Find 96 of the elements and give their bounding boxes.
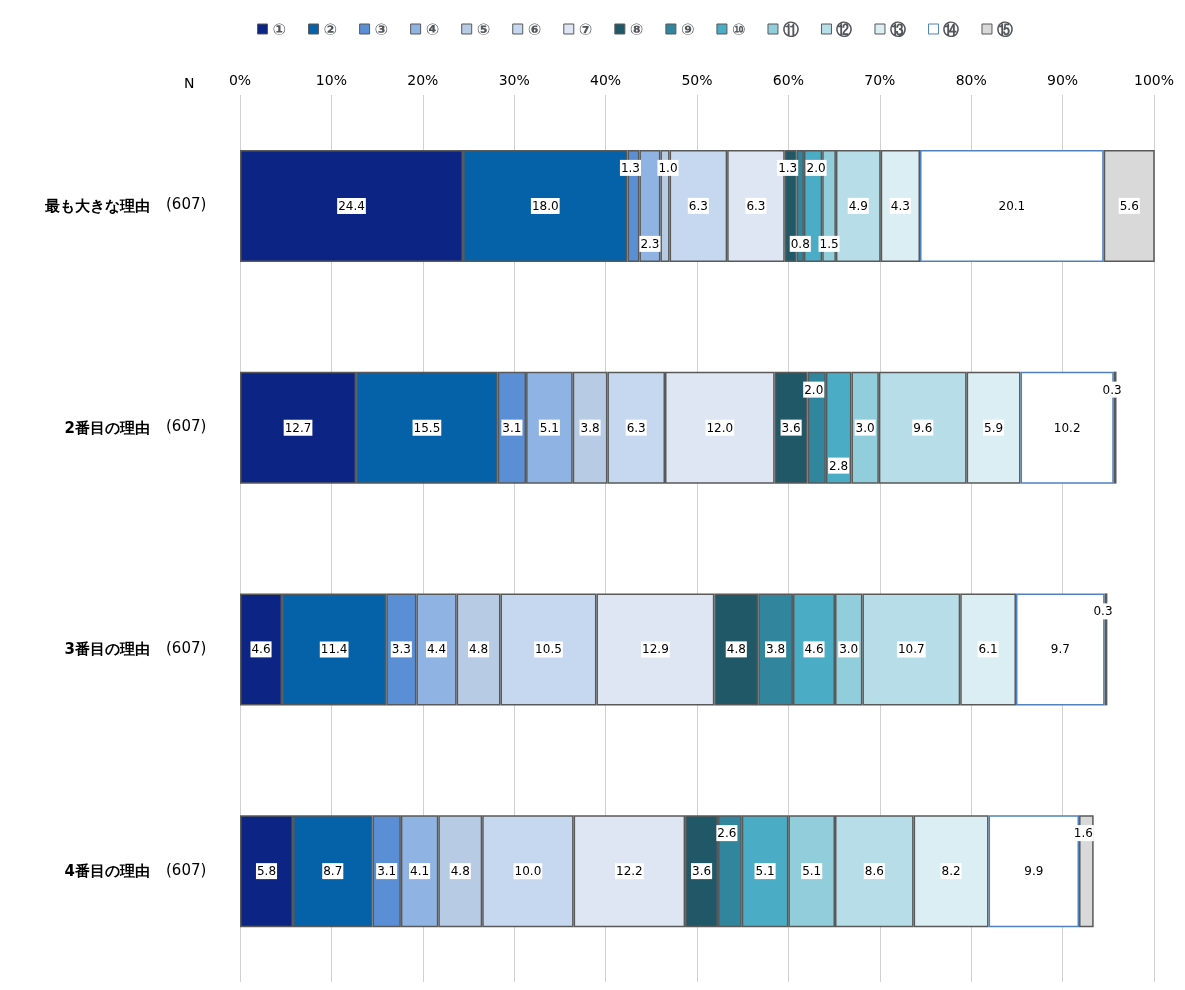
data-label: 4.8 bbox=[469, 642, 489, 657]
data-label: 6.1 bbox=[978, 642, 998, 657]
data-label: 8.2 bbox=[941, 864, 961, 879]
data-label: 3.8 bbox=[766, 642, 786, 657]
data-label: 1.0 bbox=[658, 160, 678, 175]
data-label: 4.6 bbox=[251, 642, 271, 657]
data-label: 3.3 bbox=[391, 642, 411, 657]
data-label: 5.8 bbox=[256, 864, 277, 879]
data-label: 5.1 bbox=[802, 864, 822, 879]
data-label: 9.6 bbox=[913, 420, 933, 435]
x-tick-label: 50% bbox=[681, 72, 713, 88]
legend-label: ① bbox=[272, 19, 287, 39]
data-label: 1.3 bbox=[620, 160, 641, 175]
legend-label: ⑧ bbox=[629, 19, 644, 39]
data-label: 1.3 bbox=[778, 160, 798, 175]
y-tick-label: 3番目の理由 bbox=[64, 640, 150, 659]
data-label: 4.1 bbox=[410, 864, 430, 879]
data-label: 9.9 bbox=[1024, 864, 1044, 879]
data-label: 4.6 bbox=[804, 642, 824, 657]
data-label: 12.7 bbox=[284, 420, 312, 435]
text: N bbox=[184, 75, 195, 91]
legend-label: ④ bbox=[425, 19, 440, 39]
data-label: 10.2 bbox=[1053, 420, 1081, 435]
bar bbox=[920, 149, 1104, 262]
legend-label: ③ bbox=[374, 19, 389, 39]
data-label: 5.9 bbox=[984, 420, 1004, 435]
data-label: 2.6 bbox=[717, 826, 737, 841]
legend-label: ⑪ bbox=[782, 19, 799, 39]
data-label: 5.1 bbox=[539, 420, 559, 435]
data-label: 15.5 bbox=[413, 420, 441, 435]
legend-label: ② bbox=[323, 19, 338, 39]
legend-label: ⑭ bbox=[943, 19, 960, 39]
data-label: 8.7 bbox=[323, 864, 343, 879]
data-label: 3.8 bbox=[580, 420, 600, 435]
data-label: 10.0 bbox=[514, 864, 542, 879]
data-label: 1.5 bbox=[819, 236, 839, 251]
data-label: 10.7 bbox=[897, 642, 925, 657]
legend-label: ⑤ bbox=[476, 19, 491, 39]
y-tick-label: 4番目の理由 bbox=[64, 862, 150, 881]
data-label: 1.6 bbox=[1073, 826, 1093, 841]
x-tick-label: 90% bbox=[1047, 72, 1079, 88]
data-label: 12.9 bbox=[642, 642, 669, 657]
data-label: 3.1 bbox=[502, 420, 522, 435]
data-label: 4.4 bbox=[426, 642, 447, 657]
data-label: 4.3 bbox=[890, 198, 910, 213]
y-tick-label: 2番目の理由 bbox=[64, 418, 150, 437]
legend-label: ⑬ bbox=[889, 19, 906, 39]
legend-label: ⑩ bbox=[731, 19, 746, 39]
x-tick-label: 60% bbox=[772, 72, 804, 88]
data-label: 9.7 bbox=[1050, 642, 1070, 657]
legend-label: ⑨ bbox=[680, 19, 695, 39]
data-label: 2.0 bbox=[806, 160, 826, 175]
data-label: 5.1 bbox=[755, 864, 775, 879]
legend-label: ⑥ bbox=[527, 19, 542, 39]
data-label: 11.4 bbox=[320, 642, 348, 657]
x-tick-label: 100% bbox=[1133, 72, 1174, 88]
data-label: 20.1 bbox=[998, 198, 1026, 213]
data-label: 0.3 bbox=[1102, 382, 1122, 397]
x-tick-label: 20% bbox=[407, 72, 439, 88]
x-tick-label: 30% bbox=[498, 72, 530, 88]
data-label: 6.3 bbox=[688, 198, 708, 213]
x-tick-label: 70% bbox=[864, 72, 896, 88]
data-label: 4.8 bbox=[450, 864, 470, 879]
data-label: 10.5 bbox=[535, 642, 562, 657]
data-label: 0.8 bbox=[790, 236, 810, 251]
x-tick-label: 0% bbox=[228, 72, 252, 88]
data-label: 2.8 bbox=[829, 458, 849, 473]
data-label: 3.6 bbox=[692, 864, 712, 879]
data-label: 24.4 bbox=[338, 198, 365, 213]
data-label: 3.0 bbox=[839, 642, 859, 657]
x-tick-label: 10% bbox=[315, 72, 347, 88]
data-label: 5.6 bbox=[1119, 198, 1139, 213]
data-label: 12.0 bbox=[706, 420, 734, 435]
legend-label: ⑮ bbox=[996, 19, 1013, 39]
y-tick-label: 最も大きな理由 bbox=[44, 196, 150, 215]
data-label: 3.0 bbox=[855, 420, 875, 435]
data-label: 0.3 bbox=[1093, 604, 1113, 619]
data-label: 3.1 bbox=[377, 864, 397, 879]
data-label: 6.3 bbox=[626, 420, 646, 435]
x-tick-label: 80% bbox=[955, 72, 987, 88]
data-label: 12.2 bbox=[616, 864, 643, 879]
data-label: 3.6 bbox=[781, 420, 801, 435]
text: (607) bbox=[166, 638, 207, 657]
data-label: 4.9 bbox=[848, 198, 868, 213]
legend-label: ⑫ bbox=[836, 19, 853, 39]
data-label: 2.3 bbox=[640, 236, 660, 251]
text: (607) bbox=[166, 417, 207, 436]
legend-label: ⑦ bbox=[578, 19, 593, 39]
data-label: 4.8 bbox=[726, 642, 746, 657]
x-tick-label: 40% bbox=[590, 72, 622, 88]
data-label: 6.3 bbox=[746, 198, 766, 213]
data-label: 8.6 bbox=[864, 864, 884, 879]
data-label: 2.0 bbox=[804, 382, 824, 397]
text: (607) bbox=[166, 195, 207, 214]
data-label: 18.0 bbox=[531, 198, 559, 213]
text: (607) bbox=[166, 860, 207, 879]
